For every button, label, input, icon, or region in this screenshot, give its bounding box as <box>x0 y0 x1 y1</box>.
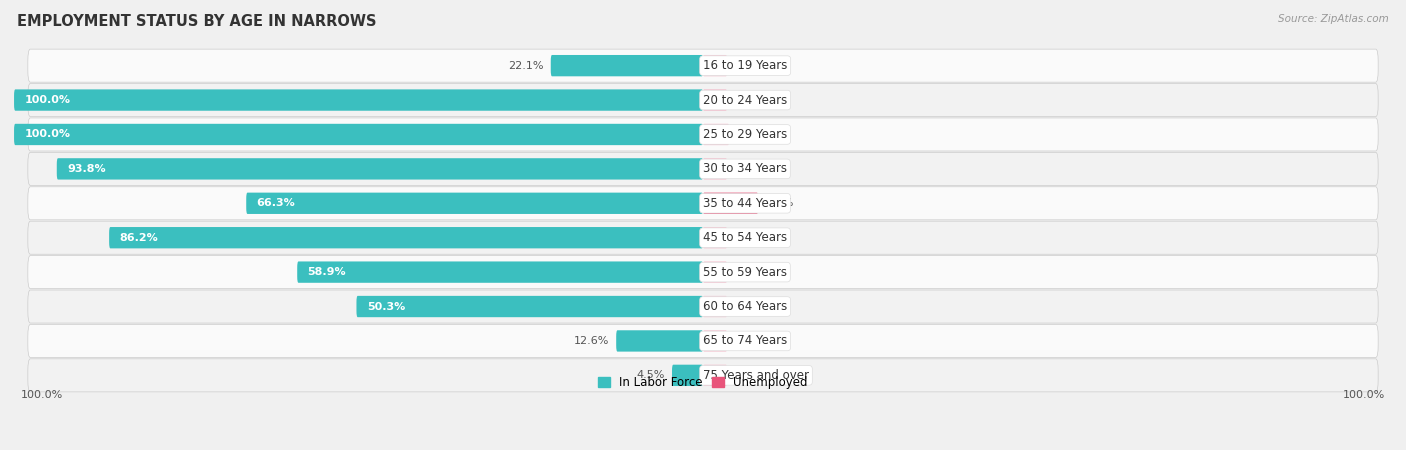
Text: 20 to 24 Years: 20 to 24 Years <box>703 94 787 107</box>
Text: 66.3%: 66.3% <box>256 198 295 208</box>
Text: 0.0%: 0.0% <box>734 267 762 277</box>
FancyBboxPatch shape <box>28 49 1378 82</box>
FancyBboxPatch shape <box>672 364 703 386</box>
FancyBboxPatch shape <box>703 158 727 180</box>
Legend: In Labor Force, Unemployed: In Labor Force, Unemployed <box>593 371 813 394</box>
FancyBboxPatch shape <box>703 227 727 248</box>
FancyBboxPatch shape <box>28 359 1378 392</box>
FancyBboxPatch shape <box>616 330 703 351</box>
FancyBboxPatch shape <box>551 55 703 76</box>
FancyBboxPatch shape <box>28 221 1378 254</box>
FancyBboxPatch shape <box>357 296 703 317</box>
FancyBboxPatch shape <box>28 153 1378 185</box>
Text: 0.0%: 0.0% <box>734 302 762 311</box>
Text: 100.0%: 100.0% <box>21 390 63 400</box>
FancyBboxPatch shape <box>28 187 1378 220</box>
Text: 93.8%: 93.8% <box>67 164 105 174</box>
FancyBboxPatch shape <box>703 90 727 111</box>
FancyBboxPatch shape <box>14 124 703 145</box>
FancyBboxPatch shape <box>28 256 1378 288</box>
FancyBboxPatch shape <box>14 90 703 111</box>
Text: 4.5%: 4.5% <box>637 370 665 380</box>
Text: 100.0%: 100.0% <box>1343 390 1385 400</box>
Text: EMPLOYMENT STATUS BY AGE IN NARROWS: EMPLOYMENT STATUS BY AGE IN NARROWS <box>17 14 377 28</box>
FancyBboxPatch shape <box>110 227 703 248</box>
Text: 2.7%: 2.7% <box>734 95 762 105</box>
Text: 55 to 59 Years: 55 to 59 Years <box>703 266 787 279</box>
FancyBboxPatch shape <box>703 55 727 76</box>
FancyBboxPatch shape <box>703 261 727 283</box>
FancyBboxPatch shape <box>703 193 758 214</box>
Text: 3.8%: 3.8% <box>737 130 765 140</box>
FancyBboxPatch shape <box>703 364 727 386</box>
FancyBboxPatch shape <box>297 261 703 283</box>
Text: 0.0%: 0.0% <box>734 233 762 243</box>
Text: 58.9%: 58.9% <box>308 267 346 277</box>
Text: Source: ZipAtlas.com: Source: ZipAtlas.com <box>1278 14 1389 23</box>
FancyBboxPatch shape <box>703 124 730 145</box>
Text: 60 to 64 Years: 60 to 64 Years <box>703 300 787 313</box>
Text: 30 to 34 Years: 30 to 34 Years <box>703 162 787 176</box>
Text: 35 to 44 Years: 35 to 44 Years <box>703 197 787 210</box>
Text: 22.1%: 22.1% <box>509 61 544 71</box>
Text: 0.0%: 0.0% <box>734 336 762 346</box>
Text: 50.3%: 50.3% <box>367 302 405 311</box>
Text: 0.0%: 0.0% <box>734 370 762 380</box>
FancyBboxPatch shape <box>703 296 727 317</box>
Text: 86.2%: 86.2% <box>120 233 159 243</box>
Text: 25 to 29 Years: 25 to 29 Years <box>703 128 787 141</box>
FancyBboxPatch shape <box>703 330 727 351</box>
Text: 0.0%: 0.0% <box>734 164 762 174</box>
Text: 12.6%: 12.6% <box>574 336 609 346</box>
Text: 16 to 19 Years: 16 to 19 Years <box>703 59 787 72</box>
FancyBboxPatch shape <box>28 290 1378 323</box>
Text: 100.0%: 100.0% <box>24 95 70 105</box>
Text: 8.0%: 8.0% <box>765 198 793 208</box>
FancyBboxPatch shape <box>28 84 1378 117</box>
FancyBboxPatch shape <box>28 324 1378 357</box>
FancyBboxPatch shape <box>28 118 1378 151</box>
FancyBboxPatch shape <box>56 158 703 180</box>
Text: 100.0%: 100.0% <box>24 130 70 140</box>
Text: 75 Years and over: 75 Years and over <box>703 369 808 382</box>
FancyBboxPatch shape <box>246 193 703 214</box>
Text: 45 to 54 Years: 45 to 54 Years <box>703 231 787 244</box>
Text: 65 to 74 Years: 65 to 74 Years <box>703 334 787 347</box>
Text: 0.0%: 0.0% <box>734 61 762 71</box>
